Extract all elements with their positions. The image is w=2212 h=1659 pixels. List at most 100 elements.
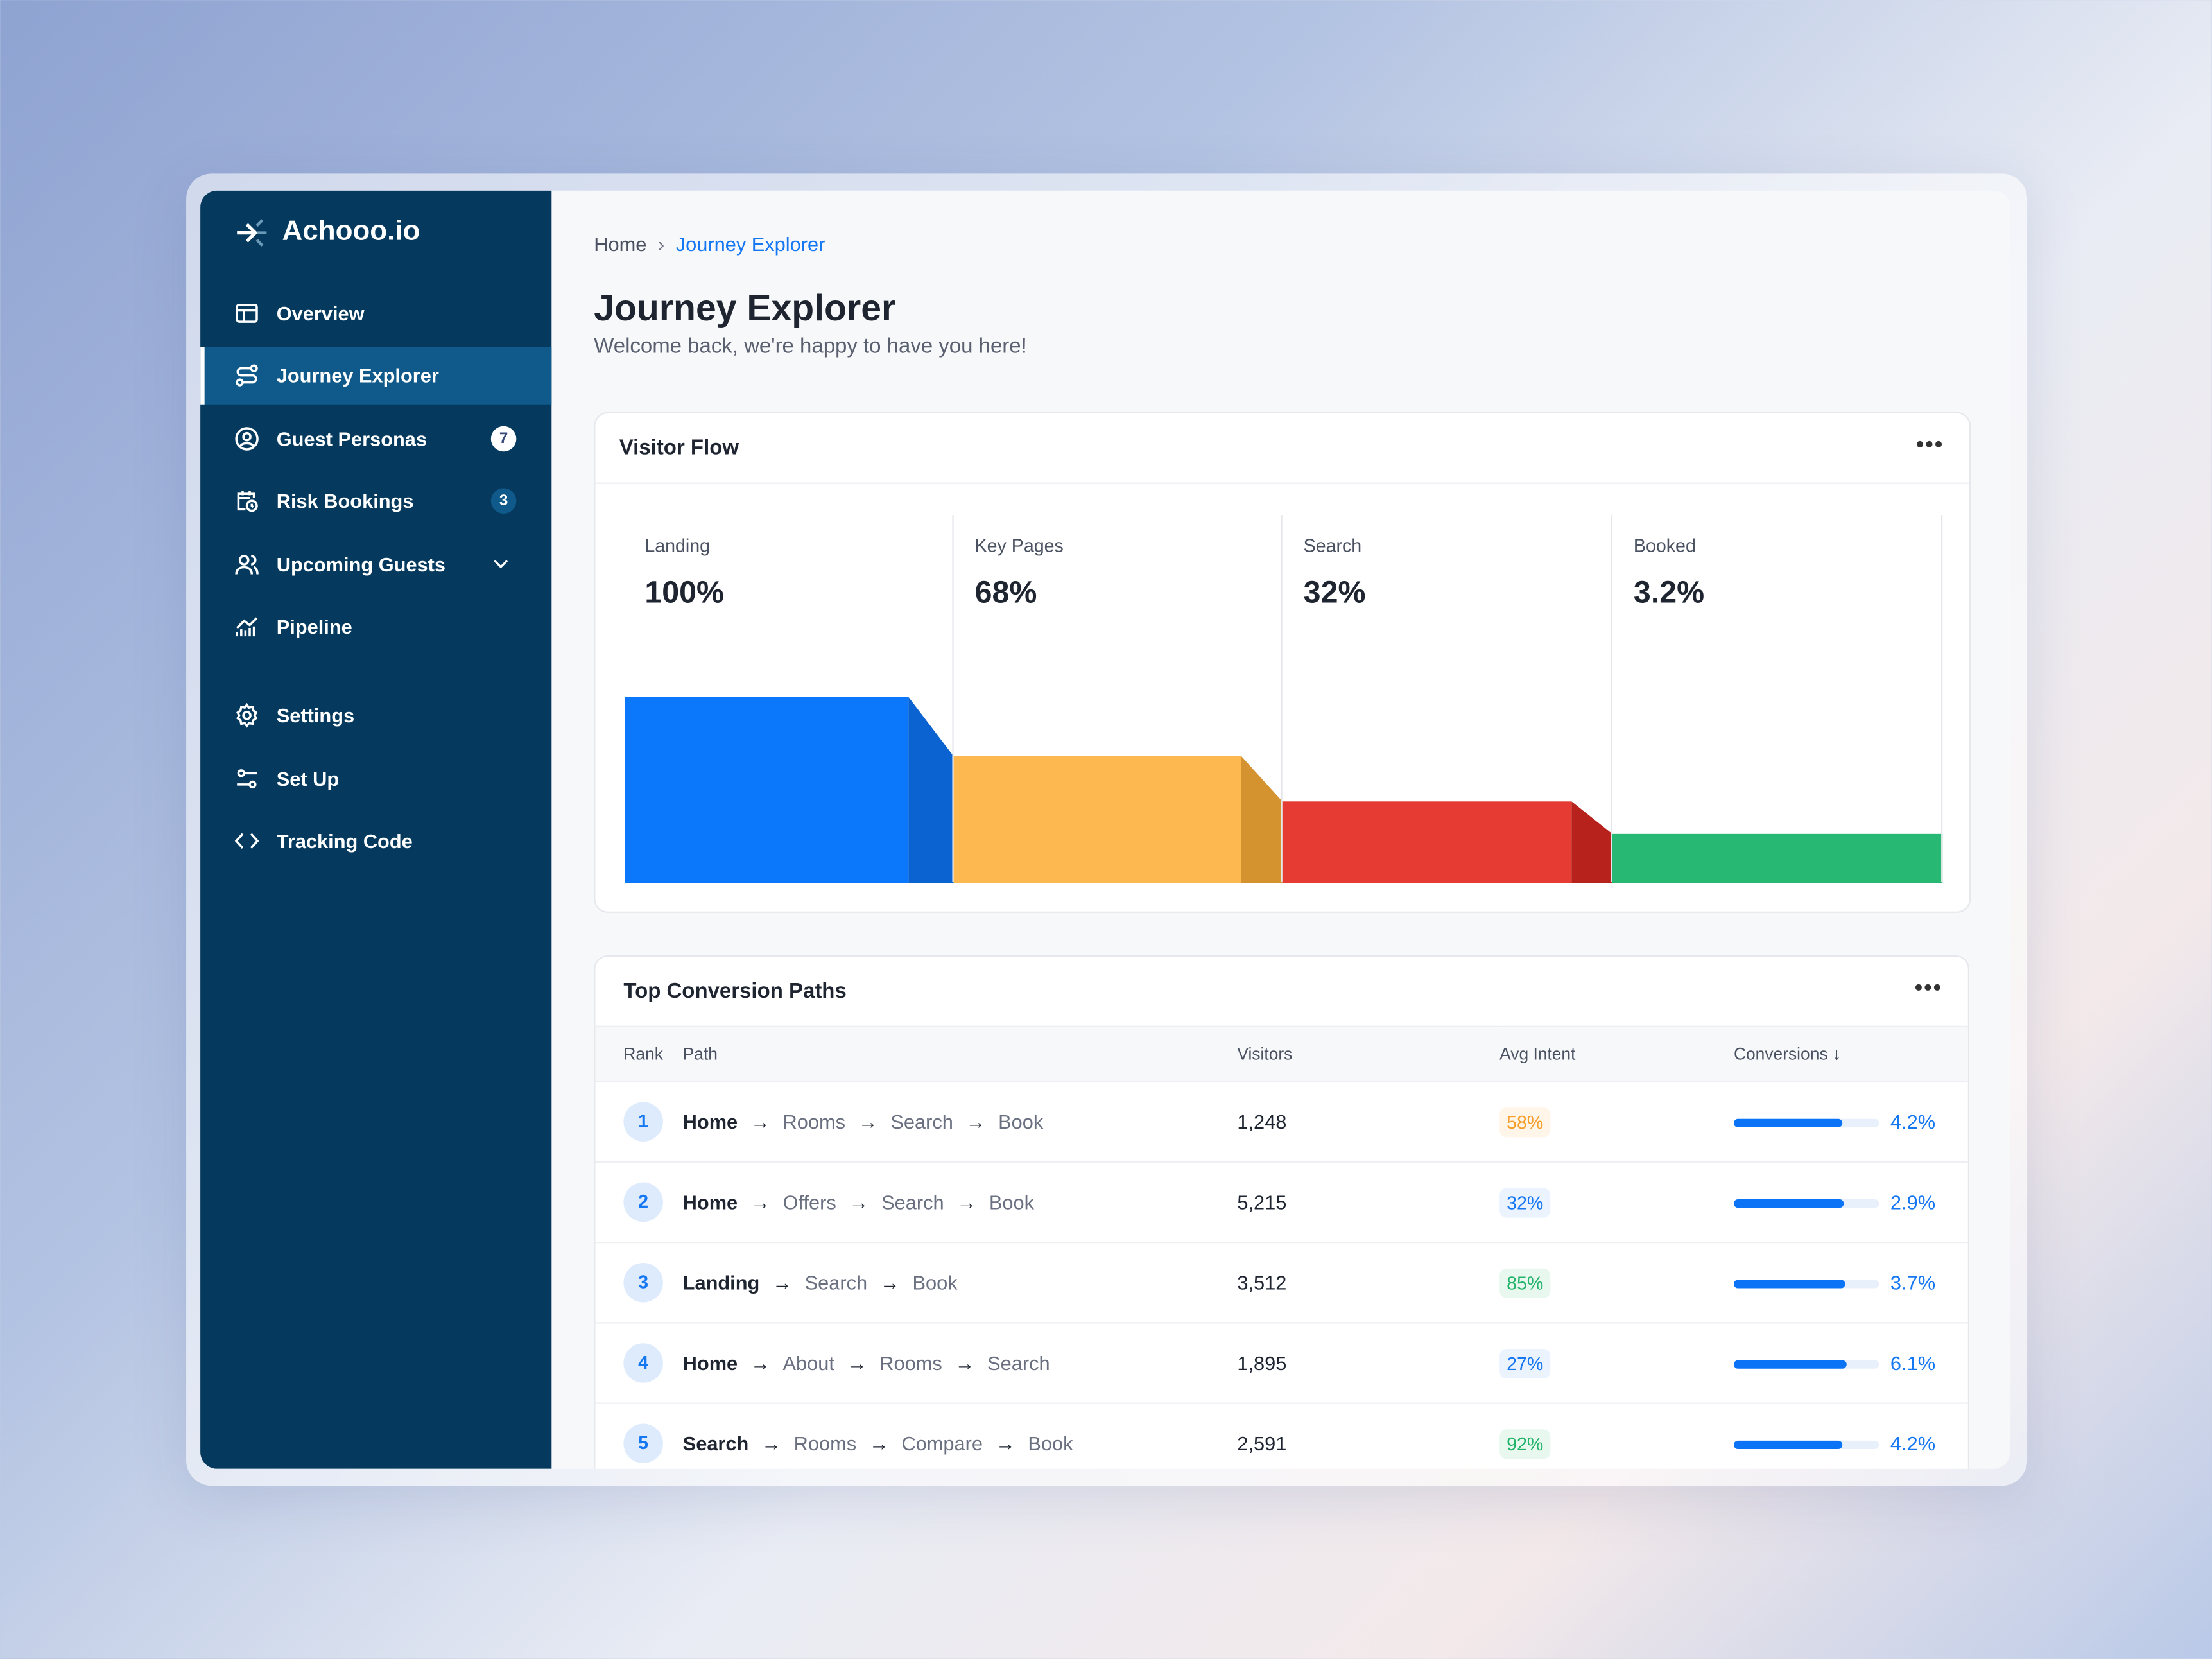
table-row[interactable]: 3 Landing → Search → Book 3,512 85% 3.7% [595,1241,1968,1323]
path-step: Search [804,1271,868,1294]
card-title: Top Conversion Paths [623,979,847,1003]
sidebar-item-label: Settings [276,704,355,727]
card-title: Visitor Flow [619,436,739,460]
sidebar-item-label: Risk Bookings [276,490,414,513]
arrow-right-icon: → [995,1431,1015,1454]
user-circle-icon [235,426,259,451]
col-visitors[interactable]: Visitors [1237,1027,1500,1082]
conversion-value: 4.2% [1890,1109,1936,1133]
funnel-bar-search[interactable] [1282,801,1572,883]
more-options-icon[interactable]: ••• [1914,976,1943,1001]
visitors-cell: 3,512 [1237,1241,1500,1323]
path-step: Home [682,1190,738,1213]
path-step: Rooms [793,1431,857,1454]
rank-badge: 2 [623,1181,663,1222]
path-step: Compare [901,1431,983,1454]
col-intent[interactable]: Avg Intent [1499,1027,1734,1082]
col-path[interactable]: Path [682,1027,1238,1082]
page-title: Journey Explorer [594,286,896,329]
visitors-cell: 5,215 [1237,1161,1500,1243]
funnel-bar-booked[interactable] [1612,833,1943,883]
rank-badge: 4 [623,1342,663,1382]
path-step: Search [987,1351,1050,1374]
visitors-cell: 1,248 [1237,1081,1500,1162]
conversion-bar [1733,1440,1879,1449]
sliders-icon [237,769,257,788]
stage-label: Key Pages [974,534,1064,556]
arrow-right-icon: → [750,1351,770,1374]
path-cell: Landing → Search → Book [682,1241,1238,1323]
sidebar-item-guest-personas[interactable]: Guest Personas 7 [200,410,551,467]
users-icon [235,554,259,575]
breadcrumb-home[interactable]: Home [594,232,647,256]
path-step: Rooms [782,1109,846,1133]
table-row[interactable]: 4 Home → About → Rooms → Search 1,895 27% 6.1% [595,1322,1968,1403]
sidebar-item-label: Guest Personas [276,427,428,450]
intent-badge: 32% [1499,1187,1551,1217]
path-step: Home [682,1109,738,1133]
visitors-cell: 2,591 [1237,1402,1500,1469]
sidebar-item-pipeline[interactable]: Pipeline [200,598,551,656]
funnel-transition [1571,801,1612,883]
path-cell: Home → Rooms → Search → Book [682,1081,1238,1162]
chart-icon [236,618,258,638]
table-row[interactable]: 1 Home → Rooms → Search → Book 1,248 58% 4.2% [595,1081,1968,1162]
stage-value: 68% [974,574,1037,610]
visitors-cell: 1,895 [1237,1322,1500,1403]
stage-label: Landing [644,534,711,556]
arrow-right-icon: → [879,1271,900,1294]
sidebar-item-tracking-code[interactable]: Tracking Code [200,812,551,870]
sidebar-item-risk-bookings[interactable]: Risk Bookings 3 [200,473,551,530]
sidebar-item-overview[interactable]: Overview [200,284,551,342]
stage-label: Search [1303,534,1362,556]
path-step: Book [1028,1431,1073,1454]
code-icon [234,833,259,849]
stage-label: Booked [1633,534,1696,556]
path-cell: Home → Offers → Search → Book [682,1161,1238,1243]
logo[interactable]: Achooo.io [234,216,420,248]
conversion-bar [1733,1199,1879,1208]
funnel-stage: Search 32% [1283,515,1612,882]
arrow-right-icon: → [858,1109,878,1133]
funnel-bar-key-pages[interactable] [953,756,1241,883]
sidebar-item-label: Pipeline [276,616,352,639]
stage-value: 3.2% [1633,574,1705,610]
funnel-bar-landing[interactable] [625,697,909,883]
sidebar-item-label: Tracking Code [276,830,413,853]
arrow-right-icon: → [847,1351,867,1374]
conversion-value: 3.7% [1890,1271,1936,1294]
conversion-value: 2.9% [1890,1190,1936,1213]
intent-badge: 58% [1499,1107,1551,1137]
layout-icon [236,302,258,322]
table-row[interactable]: 2 Home → Offers → Search → Book 5,215 32% 2.9% [595,1161,1968,1243]
sidebar-item-journey-explorer[interactable]: Journey Explorer [200,346,552,404]
path-cell: Search → Rooms → Compare → Book [682,1402,1238,1469]
intent-badge: 92% [1499,1429,1551,1459]
sidebar-item-label: Overview [276,301,365,324]
arrow-right-icon: → [772,1271,792,1294]
col-conversions-label: Conversions [1733,1043,1828,1064]
rank-badge: 5 [623,1423,663,1463]
path-step: Book [989,1190,1035,1213]
path-step: Search [881,1190,944,1213]
path-step: Offers [782,1190,836,1213]
path-step: Book [998,1109,1044,1133]
breadcrumb: Home › Journey Explorer [594,233,825,256]
arrow-right-icon: → [965,1109,986,1133]
table-row[interactable]: 5 Search → Rooms → Compare → Book 2,591 92% 4.… [595,1402,1968,1469]
arrow-right-icon: → [849,1190,869,1213]
sidebar-item-set-up[interactable]: Set Up [200,749,551,807]
intent-badge: 85% [1499,1267,1551,1298]
sidebar-item-upcoming-guests[interactable]: Upcoming Guests [200,535,551,593]
chevron-down-icon[interactable] [490,552,512,577]
rank-badge: 3 [623,1262,663,1302]
chevron-right-icon: › [657,232,665,256]
col-conversions[interactable]: Conversions ↓ [1733,1027,1968,1082]
logo-icon [237,218,267,246]
sidebar-nav: Overview Journey Explorer Guest Personas 7 R… [200,284,552,876]
sidebar-item-label: Upcoming Guests [276,553,446,576]
col-rank[interactable]: Rank [595,1027,683,1082]
calendar-clock-icon [237,491,258,512]
more-options-icon[interactable]: ••• [1915,433,1944,458]
sidebar-item-settings[interactable]: Settings [200,686,551,744]
